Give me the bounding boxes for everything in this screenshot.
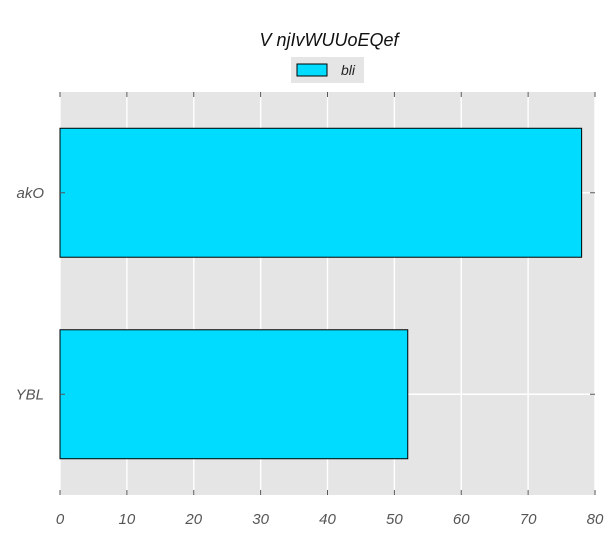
x-tick-label: 60 (453, 511, 470, 528)
x-tick-label: 80 (587, 511, 604, 528)
bar-akO (59, 127, 583, 258)
x-tick-label: 30 (252, 511, 269, 528)
legend: bli (291, 57, 364, 83)
y-tick-labels: akO YBL (16, 185, 45, 404)
legend-swatch (296, 63, 328, 77)
x-tick-label: 20 (184, 511, 202, 528)
x-tick-label: 40 (319, 511, 336, 528)
x-tick-label: 10 (119, 511, 136, 528)
x-tick-label: 70 (520, 511, 537, 528)
chart-title: V njIvWUUoEQef (259, 30, 400, 50)
x-tick-labels: 0 10 20 30 40 50 60 70 80 (56, 511, 604, 528)
y-tick-label: YBL (16, 386, 44, 403)
x-tick-label: 0 (56, 511, 65, 528)
bar-YBL (59, 329, 409, 460)
axis-ticks (59, 92, 596, 495)
y-tick-label: akO (16, 185, 44, 202)
x-tick-label: 50 (386, 511, 403, 528)
legend-label: bli (341, 62, 356, 78)
bars (59, 127, 583, 460)
